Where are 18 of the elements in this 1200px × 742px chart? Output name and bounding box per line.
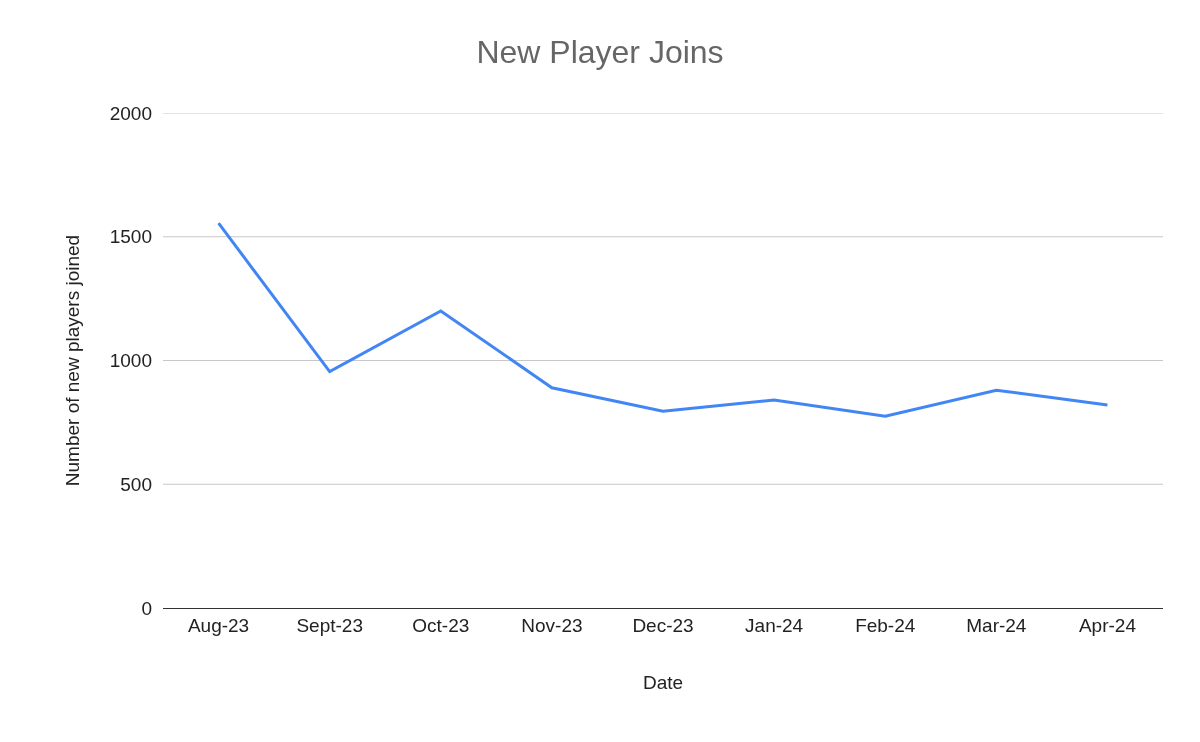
y-tick-label: 1000	[109, 350, 152, 372]
x-tick-label: Nov-23	[521, 614, 583, 636]
x-tick-label: Jan-24	[745, 614, 804, 636]
x-tick-label: Oct-23	[412, 614, 470, 636]
y-axis-title: Number of new players joined	[61, 234, 83, 487]
x-tick-label: Feb-24	[855, 614, 916, 636]
y-tick-label: 1500	[109, 226, 152, 248]
line-series	[217, 221, 1109, 418]
x-tick-label: Mar-24	[966, 614, 1027, 636]
x-axis-title: Date	[642, 671, 684, 693]
x-tick-label: Sept-23	[296, 614, 363, 636]
x-tick-label: Apr-24	[1078, 614, 1137, 636]
x-tick-label: Dec-23	[632, 614, 694, 636]
y-tick-label: 500	[120, 473, 152, 495]
chart-title: New Player Joins	[476, 34, 724, 71]
y-tick-label: 2000	[109, 102, 152, 124]
y-tick-label: 0	[141, 597, 152, 619]
x-tick-label: Aug-23	[187, 614, 250, 636]
